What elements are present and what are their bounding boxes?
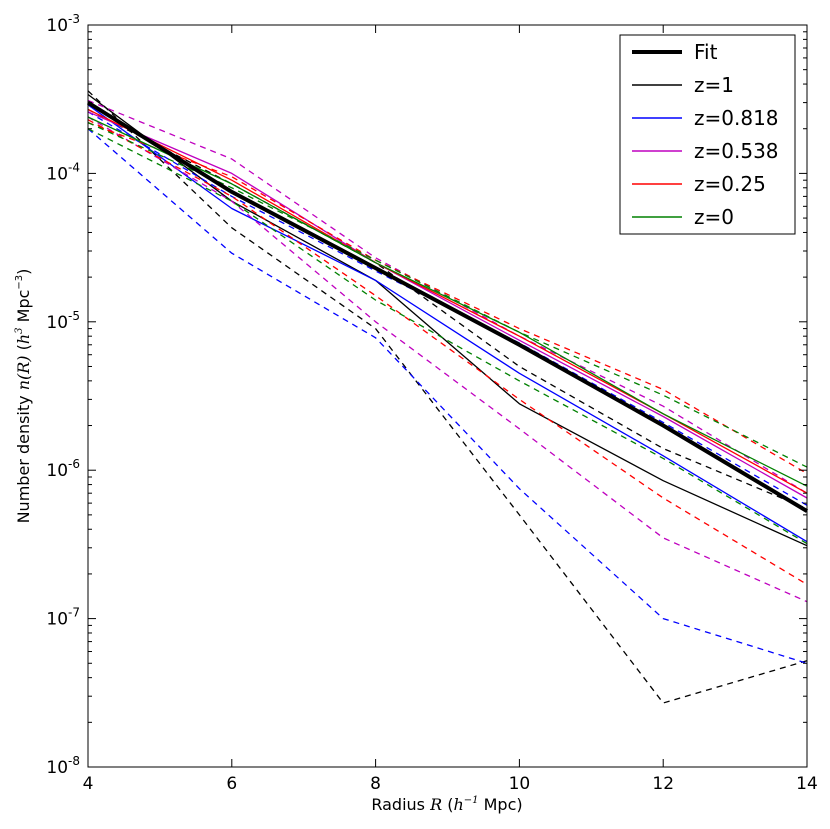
x-axis-label-unit-exp: −1 [464, 795, 479, 806]
series-line-z-1-dashed [87, 90, 808, 704]
x-tick-label: 4 [83, 774, 94, 794]
series-line-z-0-538-dashed-2 [87, 116, 808, 603]
legend-label-z-0-25: z=0.25 [694, 172, 766, 196]
y-tick-label: 10-3 [46, 12, 80, 36]
y-tick-label: 10-6 [46, 457, 80, 481]
series-line-z-0 [87, 116, 808, 487]
y-tick-label: 10-5 [46, 309, 80, 333]
legend-label-z-0-538: z=0.538 [694, 139, 779, 163]
legend-entries: Fit z=1 z=0.818 z=0.538 z=0.25 z=0 [632, 40, 779, 229]
y-axis-label-mid-exp: −3 [14, 275, 25, 290]
y-axis-label-suffix: ) [14, 269, 33, 275]
series-line-fit [86, 100, 809, 513]
legend-label-z-0-818: z=0.818 [694, 106, 779, 130]
x-tick-label: 6 [226, 774, 237, 794]
x-axis-label: Radius R (h−1 Mpc) [371, 795, 522, 814]
legend-label-z-0: z=0 [694, 205, 734, 229]
y-axis-label-func: n(R) [14, 355, 33, 390]
series-line-z-0-dashed-2 [87, 128, 808, 545]
x-tick-label: 12 [652, 774, 674, 794]
tick-layer: 4 6 8 10 12 14 10-8 10-7 10-6 10-5 10-4 10-3 [46, 12, 817, 794]
y-tick-label: 10-8 [46, 754, 80, 778]
series-line-z-0-25 [87, 108, 808, 494]
y-tick-label: 10-4 [46, 160, 80, 184]
x-axis-label-suffix: Mpc) [479, 795, 523, 814]
series-layer [86, 90, 809, 704]
y-axis-label-unit-base: h [14, 334, 33, 344]
series-line-z-1-dashed-2 [87, 108, 808, 510]
series-line-z-0-25-dashed [87, 121, 808, 475]
x-axis-label-unit-base: h [453, 795, 463, 814]
x-tick-label: 14 [796, 774, 818, 794]
x-tick-label: 10 [509, 774, 531, 794]
y-axis-label-mid: Mpc [14, 290, 33, 328]
series-line-z-0-538 [87, 111, 808, 499]
y-axis-label-prefix: Number density [14, 390, 33, 523]
legend-label-z-1: z=1 [694, 73, 734, 97]
series-line-z-0-818-dashed [87, 128, 808, 664]
legend-box [619, 34, 796, 235]
y-axis-label-open: ( [14, 344, 33, 355]
series-line-z-0-dashed [87, 122, 808, 468]
legend-label-fit: Fit [694, 40, 718, 64]
series-line-z-0-818 [87, 104, 808, 543]
x-axis-label-prefix: Radius [371, 795, 430, 814]
plot-frame [87, 24, 808, 768]
legend: Fit z=1 z=0.818 z=0.538 z=0.25 z=0 [619, 34, 796, 235]
y-axis-label: Number density n(R) (h3 Mpc−3) [14, 269, 33, 524]
series-line-z-0-25-dashed-2 [87, 119, 808, 585]
x-tick-label: 8 [370, 774, 381, 794]
x-axis-label-open: ( [442, 795, 453, 814]
y-tick-label: 10-7 [46, 606, 80, 630]
y-axis-label-unit-exp: 3 [14, 327, 25, 333]
x-axis-label-var: R [429, 795, 442, 814]
